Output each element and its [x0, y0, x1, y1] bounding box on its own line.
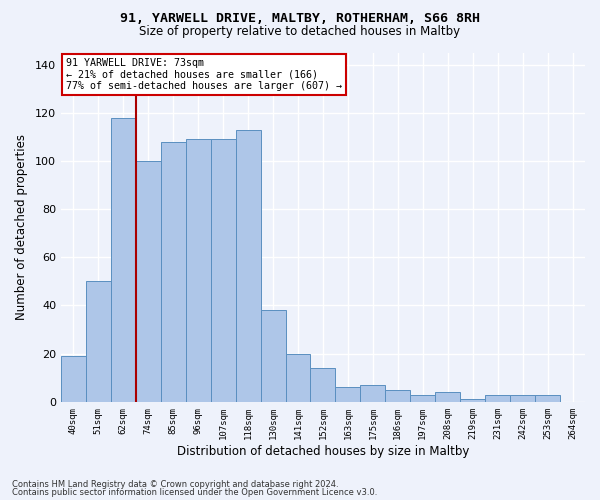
Text: Contains public sector information licensed under the Open Government Licence v3: Contains public sector information licen…	[12, 488, 377, 497]
Text: 91, YARWELL DRIVE, MALTBY, ROTHERHAM, S66 8RH: 91, YARWELL DRIVE, MALTBY, ROTHERHAM, S6…	[120, 12, 480, 26]
Bar	[310, 368, 335, 402]
Bar	[510, 394, 535, 402]
Bar	[286, 354, 310, 402]
Bar	[136, 161, 161, 402]
Text: 91 YARWELL DRIVE: 73sqm
← 21% of detached houses are smaller (166)
77% of semi-d: 91 YARWELL DRIVE: 73sqm ← 21% of detache…	[66, 58, 342, 91]
Y-axis label: Number of detached properties: Number of detached properties	[15, 134, 28, 320]
Bar	[485, 394, 510, 402]
Bar	[211, 139, 236, 402]
Bar	[385, 390, 410, 402]
Bar	[460, 400, 485, 402]
Bar	[435, 392, 460, 402]
Text: Contains HM Land Registry data © Crown copyright and database right 2024.: Contains HM Land Registry data © Crown c…	[12, 480, 338, 489]
Bar	[186, 139, 211, 402]
Text: Size of property relative to detached houses in Maltby: Size of property relative to detached ho…	[139, 25, 461, 38]
Bar	[236, 130, 260, 402]
Bar	[335, 388, 361, 402]
Bar	[161, 142, 186, 402]
Bar	[535, 394, 560, 402]
Bar	[410, 394, 435, 402]
X-axis label: Distribution of detached houses by size in Maltby: Distribution of detached houses by size …	[177, 444, 469, 458]
Bar	[361, 385, 385, 402]
Bar	[111, 118, 136, 402]
Bar	[260, 310, 286, 402]
Bar	[86, 282, 111, 402]
Bar	[61, 356, 86, 402]
